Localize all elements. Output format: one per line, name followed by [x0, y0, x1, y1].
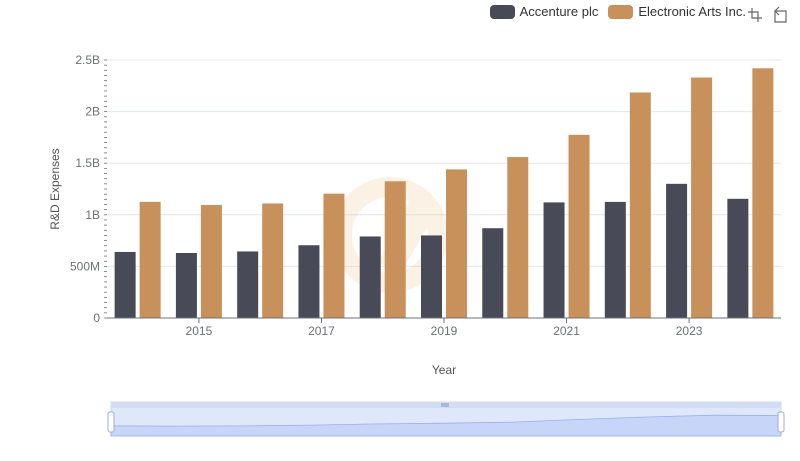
bar-accenture-2023[interactable] — [666, 183, 688, 318]
bar-accenture-2017[interactable] — [298, 245, 320, 318]
bar-electronic-arts-2021[interactable] — [568, 134, 590, 318]
data-zoom-slider[interactable] — [107, 401, 785, 437]
legend-item-accenture[interactable]: Accenture plc — [489, 4, 599, 19]
bar-accenture-2020[interactable] — [482, 228, 504, 318]
bar-accenture-2021[interactable] — [543, 202, 565, 318]
bar-electronic-arts-2016[interactable] — [262, 203, 284, 318]
slider-move-handle[interactable] — [441, 403, 449, 407]
bar-electronic-arts-2024[interactable] — [752, 68, 774, 318]
bar-electronic-arts-2018[interactable] — [384, 181, 406, 318]
y-tick-label: 500M — [70, 259, 100, 273]
zoom-select-icon[interactable] — [746, 6, 764, 24]
legend-label-electronic-arts: Electronic Arts Inc. — [638, 4, 746, 19]
y-tick-label: 2.5B — [75, 53, 100, 67]
slider-handle-left[interactable] — [107, 411, 115, 433]
x-tick-label: 2017 — [308, 324, 335, 338]
x-tick-label: 2021 — [553, 324, 580, 338]
x-tick-label: 2015 — [186, 324, 213, 338]
legend-label-accenture: Accenture plc — [519, 4, 599, 19]
y-axis-tick-labels: 0 500M 1B 1.5B 2B 2.5B — [70, 53, 100, 325]
bar-accenture-2014[interactable] — [114, 251, 136, 318]
y-tick-label: 1B — [85, 208, 100, 222]
y-axis-label: R&D Expenses — [48, 148, 62, 229]
bar-electronic-arts-2022[interactable] — [629, 92, 651, 319]
x-tick-label: 2019 — [431, 324, 458, 338]
bar-accenture-2024[interactable] — [727, 198, 749, 318]
y-tick-label: 2B — [85, 105, 100, 119]
y-minor-ticks — [104, 59, 107, 319]
y-tick-label: 1.5B — [75, 156, 100, 170]
bar-accenture-2015[interactable] — [175, 252, 197, 318]
legend-item-electronic-arts[interactable]: Electronic Arts Inc. — [608, 4, 746, 19]
bar-electronic-arts-2015[interactable] — [200, 204, 222, 318]
x-tick-label: 2023 — [676, 324, 703, 338]
y-tick-label: 0 — [93, 311, 100, 325]
legend-swatch-accenture — [489, 4, 515, 19]
bar-electronic-arts-2023[interactable] — [691, 77, 713, 318]
bar-electronic-arts-2017[interactable] — [323, 193, 345, 318]
bar-accenture-2016[interactable] — [237, 251, 259, 318]
x-axis-tick-labels: 2015 2017 2019 2021 2023 — [186, 318, 703, 338]
bar-accenture-2019[interactable] — [421, 235, 442, 318]
legend-swatch-electronic-arts — [608, 4, 634, 19]
bar-electronic-arts-2014[interactable] — [139, 201, 161, 318]
bar-electronic-arts-2019[interactable] — [446, 169, 467, 318]
chart-toolbar — [746, 6, 790, 24]
bar-accenture-2022[interactable] — [604, 201, 626, 318]
zoom-reset-icon[interactable] — [772, 6, 790, 24]
slider-preview-line — [110, 414, 782, 437]
x-axis-label: Year — [432, 363, 456, 377]
legend: Accenture plc Electronic Arts Inc. — [489, 4, 746, 19]
bar-electronic-arts-2020[interactable] — [507, 157, 529, 318]
bars — [114, 68, 774, 319]
slider-handle-right[interactable] — [777, 411, 785, 433]
bar-accenture-2018[interactable] — [359, 236, 381, 318]
